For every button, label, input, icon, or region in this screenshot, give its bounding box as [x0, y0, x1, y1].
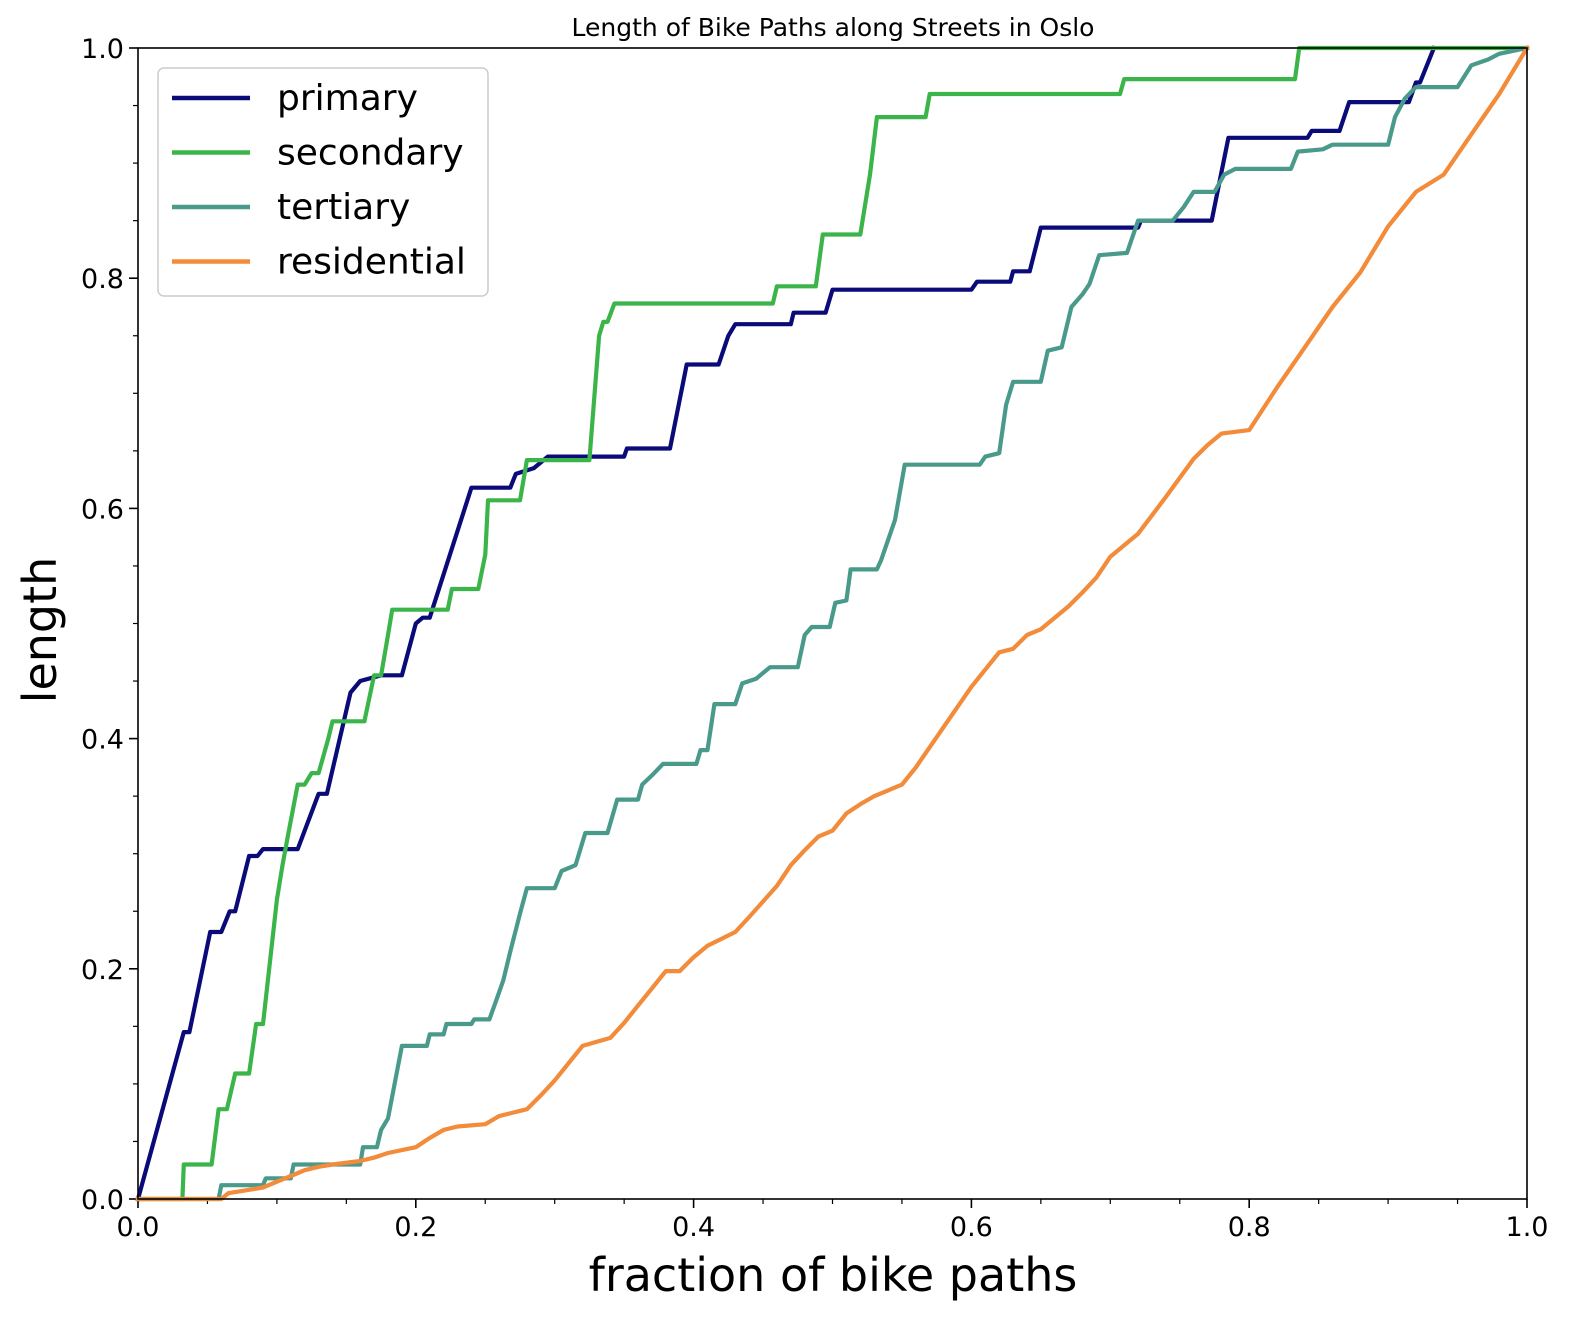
series-lines	[135, 45, 1530, 1202]
legend-label-primary: primary	[277, 78, 418, 119]
y-axis-title: length	[13, 557, 67, 704]
y-tick-label: 0.8	[81, 264, 124, 295]
series-line-primary	[135, 45, 1437, 1202]
x-axis-title: fraction of bike paths	[589, 1248, 1078, 1302]
axis-ticks: 0.0 0.2 0.4 0.6 0.8 1.0 0.0 0.2 0.4 0.6 0.8 1.0	[81, 34, 1548, 1243]
legend-label-secondary: secondary	[277, 133, 464, 174]
legend-label-tertiary: tertiary	[277, 187, 410, 228]
x-tick-label: 0.0	[117, 1212, 160, 1243]
y-tick-label: 0.6	[81, 494, 124, 525]
series-line-secondary	[135, 45, 1530, 1202]
legend-box	[157, 67, 489, 297]
series-line-residential	[135, 45, 1530, 1202]
x-tick-label: 0.2	[394, 1212, 437, 1243]
x-tick-label: 0.4	[672, 1212, 715, 1243]
legend: primary secondary tertiary residential	[157, 67, 489, 297]
series-line-tertiary	[135, 45, 1530, 1202]
chart-title: Length of Bike Paths along Streets in Os…	[572, 13, 1095, 42]
y-tick-label: 0.4	[81, 725, 124, 756]
x-tick-label: 0.8	[1228, 1212, 1271, 1243]
y-tick-label: 1.0	[81, 34, 124, 65]
legend-label-residential: residential	[277, 242, 466, 283]
x-tick-label: 1.0	[1506, 1212, 1549, 1243]
y-tick-label: 0.2	[81, 955, 124, 986]
y-tick-label: 0.0	[81, 1185, 124, 1216]
x-tick-label: 0.6	[950, 1212, 993, 1243]
plot-frame	[137, 47, 1528, 1200]
